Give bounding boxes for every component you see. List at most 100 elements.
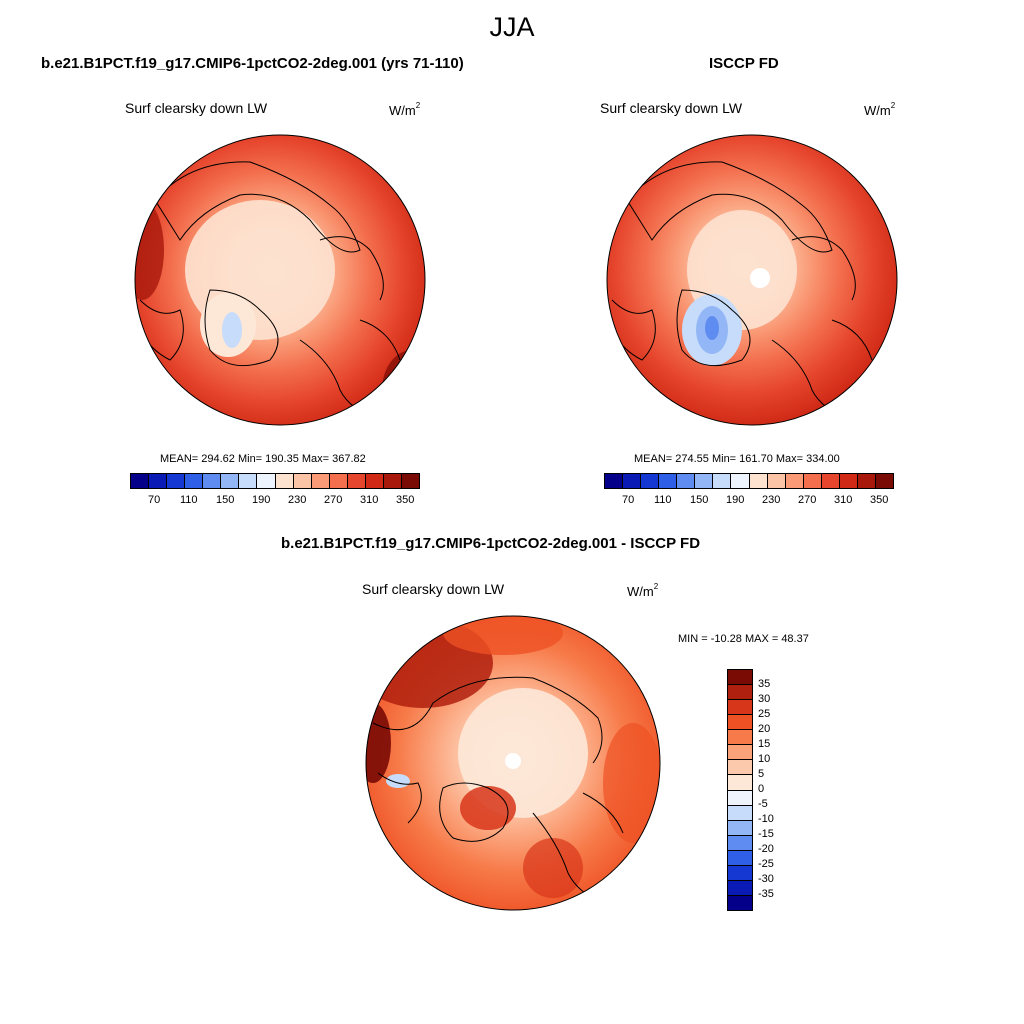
colorbar-swatch bbox=[785, 474, 804, 488]
panel3-tick-m25: -25 bbox=[758, 858, 774, 870]
panel2-tick-190: 190 bbox=[726, 494, 745, 506]
panel2-tick-70: 70 bbox=[622, 494, 635, 506]
colorbar-swatch bbox=[728, 805, 752, 821]
panel3-tick-15: 15 bbox=[758, 738, 771, 750]
panel1-title: b.e21.B1PCT.f19_g17.CMIP6-1pctCO2-2deg.0… bbox=[41, 55, 464, 72]
panel1-tick-230: 230 bbox=[288, 494, 307, 506]
panel3-colorbar-ticks: 35 30 25 20 15 10 5 0 -5 -10 -15 -20 -25… bbox=[758, 669, 798, 909]
colorbar-swatch bbox=[728, 835, 752, 851]
panel3-colorbar bbox=[727, 669, 753, 911]
colorbar-swatch bbox=[728, 790, 752, 806]
colorbar-swatch bbox=[728, 745, 752, 761]
colorbar-swatch bbox=[329, 474, 348, 488]
colorbar-swatch bbox=[875, 474, 893, 488]
colorbar-swatch bbox=[605, 474, 624, 488]
colorbar-swatch bbox=[623, 474, 642, 488]
panel3-tick-0: 0 bbox=[758, 783, 765, 795]
panel2-tick-270: 270 bbox=[798, 494, 817, 506]
colorbar-swatch bbox=[728, 895, 752, 910]
panel1-stats: MEAN= 294.62 Min= 190.35 Max= 367.82 bbox=[160, 453, 366, 465]
panel2-tick-230: 230 bbox=[762, 494, 781, 506]
panel3-tick-m15: -15 bbox=[758, 828, 774, 840]
colorbar-swatch bbox=[728, 820, 752, 836]
panel2-colorbar bbox=[604, 473, 894, 489]
colorbar-swatch bbox=[767, 474, 786, 488]
panel3-tick-20: 20 bbox=[758, 723, 771, 735]
colorbar-swatch bbox=[641, 474, 660, 488]
colorbar-swatch bbox=[728, 760, 752, 776]
colorbar-swatch bbox=[728, 700, 752, 716]
panel3-stats: MIN = -10.28 MAX = 48.37 bbox=[678, 633, 809, 645]
panel3-tick-m35: -35 bbox=[758, 888, 774, 900]
colorbar-swatch bbox=[167, 474, 186, 488]
colorbar-swatch bbox=[239, 474, 258, 488]
panel3-tick-m5: -5 bbox=[758, 798, 768, 810]
colorbar-swatch bbox=[401, 474, 419, 488]
colorbar-swatch bbox=[731, 474, 750, 488]
colorbar-swatch bbox=[728, 865, 752, 881]
colorbar-swatch bbox=[131, 474, 150, 488]
panel3-tick-m30: -30 bbox=[758, 873, 774, 885]
colorbar-swatch bbox=[728, 730, 752, 746]
colorbar-swatch bbox=[803, 474, 822, 488]
panel3-tick-35: 35 bbox=[758, 678, 771, 690]
panel1-colorbar bbox=[130, 473, 420, 489]
panel1-tick-310: 310 bbox=[360, 494, 379, 506]
colorbar-swatch bbox=[659, 474, 678, 488]
panel3-tick-10: 10 bbox=[758, 753, 771, 765]
panel3-tick-m10: -10 bbox=[758, 813, 774, 825]
panel2-tick-310: 310 bbox=[834, 494, 853, 506]
season-title: JJA bbox=[489, 12, 535, 42]
panel1-units: W/m2 bbox=[389, 101, 421, 118]
panel3-tick-5: 5 bbox=[758, 768, 765, 780]
panel1-tick-150: 150 bbox=[216, 494, 235, 506]
colorbar-swatch bbox=[677, 474, 696, 488]
colorbar-swatch bbox=[293, 474, 312, 488]
panel1-tick-350: 350 bbox=[396, 494, 415, 506]
panel2-variable-label: Surf clearsky down LW bbox=[600, 100, 743, 116]
colorbar-swatch bbox=[749, 474, 768, 488]
panel1-colorbar-ticks: 70 110 150 190 230 270 310 350 bbox=[130, 494, 418, 508]
colorbar-swatch bbox=[275, 474, 294, 488]
panel3-tick-m20: -20 bbox=[758, 843, 774, 855]
colorbar-swatch bbox=[728, 775, 752, 791]
panel2-colorbar-ticks: 70 110 150 190 230 270 310 350 bbox=[604, 494, 892, 508]
colorbar-swatch bbox=[203, 474, 222, 488]
panel2-tick-110: 110 bbox=[654, 494, 672, 506]
colorbar-swatch bbox=[695, 474, 714, 488]
panel2-tick-350: 350 bbox=[870, 494, 889, 506]
panel2-stats: MEAN= 274.55 Min= 161.70 Max= 334.00 bbox=[634, 453, 840, 465]
panel1-tick-110: 110 bbox=[180, 494, 198, 506]
panel3-tick-30: 30 bbox=[758, 693, 771, 705]
panel1-tick-190: 190 bbox=[252, 494, 271, 506]
colorbar-swatch bbox=[821, 474, 840, 488]
colorbar-swatch bbox=[857, 474, 876, 488]
panel2-title: ISCCP FD bbox=[709, 55, 779, 72]
colorbar-swatch bbox=[347, 474, 366, 488]
colorbar-swatch bbox=[839, 474, 858, 488]
colorbar-swatch bbox=[383, 474, 402, 488]
panel3-variable-label: Surf clearsky down LW bbox=[362, 581, 505, 597]
panel1-tick-270: 270 bbox=[324, 494, 343, 506]
colorbar-swatch bbox=[257, 474, 276, 488]
colorbar-swatch bbox=[221, 474, 240, 488]
colorbar-swatch bbox=[728, 685, 752, 701]
colorbar-swatch bbox=[185, 474, 204, 488]
panel1-polar-map bbox=[134, 134, 426, 426]
panel2-polar-map bbox=[606, 134, 898, 426]
colorbar-swatch bbox=[311, 474, 330, 488]
panel2-units: W/m2 bbox=[864, 101, 896, 118]
colorbar-swatch bbox=[728, 880, 752, 896]
panel1-variable-label: Surf clearsky down LW bbox=[125, 100, 268, 116]
colorbar-swatch bbox=[713, 474, 732, 488]
colorbar-swatch bbox=[728, 850, 752, 866]
colorbar-swatch bbox=[728, 715, 752, 731]
panel3-tick-25: 25 bbox=[758, 708, 771, 720]
colorbar-swatch bbox=[728, 670, 752, 686]
panel2-tick-150: 150 bbox=[690, 494, 709, 506]
colorbar-swatch bbox=[365, 474, 384, 488]
colorbar-swatch bbox=[149, 474, 168, 488]
panel1-tick-70: 70 bbox=[148, 494, 161, 506]
panel3-units: W/m2 bbox=[627, 582, 659, 599]
panel3-title: b.e21.B1PCT.f19_g17.CMIP6-1pctCO2-2deg.0… bbox=[281, 535, 701, 552]
